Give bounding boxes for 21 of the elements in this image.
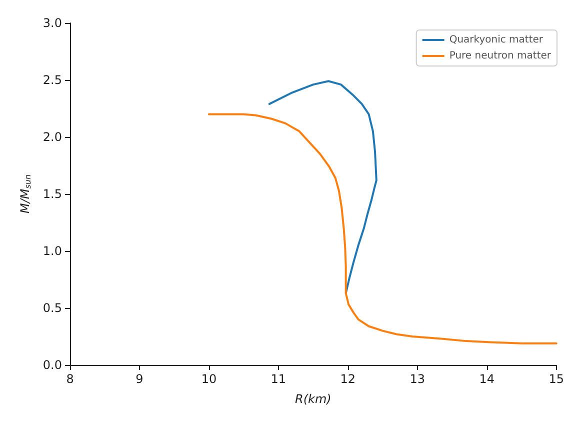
y-tick-label: 0.5 [42,301,62,315]
x-tick-label: 12 [340,372,356,386]
x-tick-label: 15 [548,372,564,386]
x-tick-label: 13 [410,372,426,386]
x-tick-label: 11 [270,372,286,386]
x-tick-label: 14 [479,372,495,386]
x-tick-label: 9 [136,372,144,386]
legend-label: Quarkyonic matter [449,34,544,46]
y-tick-label: 1.5 [42,187,62,201]
y-tick-label: 2.0 [42,130,62,144]
line-series [208,113,558,344]
legend-label: Pure neutron matter [449,50,552,62]
y-tick-label: 0.0 [42,358,62,372]
x-tick-label: 8 [66,372,74,386]
x-axis-title: R(km) [295,392,332,406]
y-tick-label: 1.0 [42,244,62,258]
y-tick-label: 2.5 [42,73,62,87]
line-series [268,80,378,294]
y-axis-title: M/Msun [18,174,32,214]
y-tick-label: 3.0 [42,16,62,30]
x-tick-label: 10 [201,372,217,386]
